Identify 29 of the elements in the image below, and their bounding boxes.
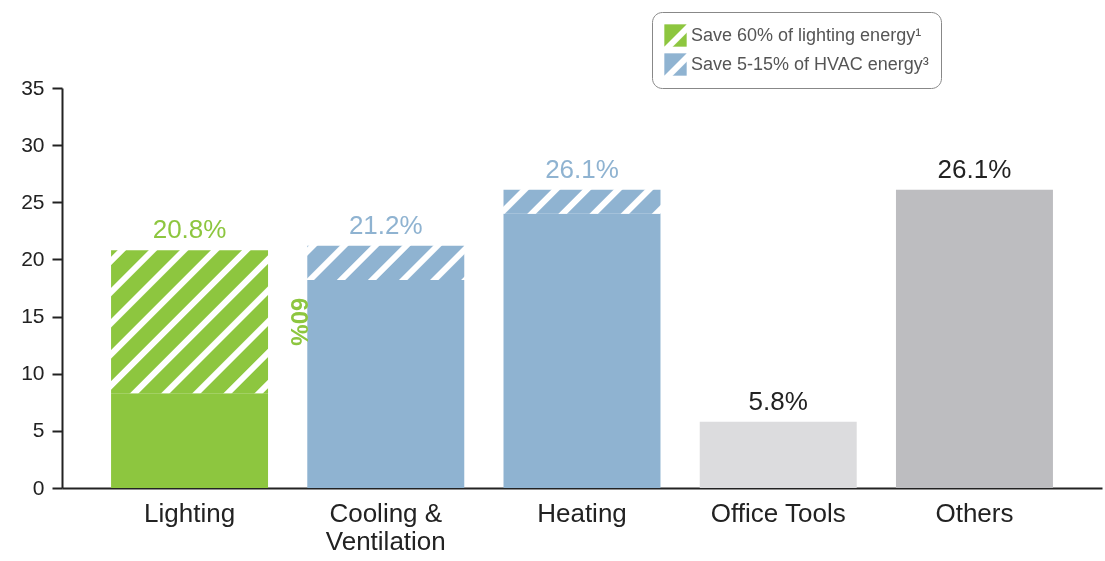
y-tick-label: 10 bbox=[21, 361, 45, 385]
y-tick-label: 0 bbox=[32, 475, 45, 499]
y-tick-label: 20 bbox=[21, 246, 45, 270]
bar bbox=[111, 393, 269, 488]
y-tick-label: 25 bbox=[21, 189, 45, 213]
bar bbox=[307, 245, 465, 280]
total-label: 5.8% bbox=[748, 385, 808, 416]
x-tick-label: Cooling & Ventilation bbox=[325, 497, 446, 556]
y-tick-label: 5 bbox=[32, 418, 45, 442]
bar bbox=[111, 250, 269, 394]
x-tick-label: Lighting bbox=[144, 497, 236, 528]
bar bbox=[699, 421, 857, 488]
bar bbox=[503, 213, 661, 488]
legend-label: Save 60% of lighting energy¹ bbox=[691, 24, 922, 45]
y-tick-label: 15 bbox=[21, 304, 45, 328]
total-label: 26.1% bbox=[545, 153, 619, 184]
bar bbox=[895, 189, 1053, 488]
bar bbox=[307, 280, 465, 488]
total-label: 26.1% bbox=[937, 153, 1012, 184]
total-label: 20.8% bbox=[152, 214, 227, 245]
legend-label: Save 5-15% of HVAC energy³ bbox=[691, 53, 929, 74]
x-tick-label: Heating bbox=[537, 497, 627, 528]
x-tick-label: Office Tools bbox=[710, 497, 846, 528]
x-tick-label: Others bbox=[935, 497, 1014, 528]
y-tick-label: 35 bbox=[21, 75, 45, 99]
annotation: 60% bbox=[285, 297, 313, 346]
y-tick-label: 30 bbox=[21, 132, 45, 156]
total-label: 21.2% bbox=[348, 209, 423, 240]
bar bbox=[503, 189, 661, 214]
